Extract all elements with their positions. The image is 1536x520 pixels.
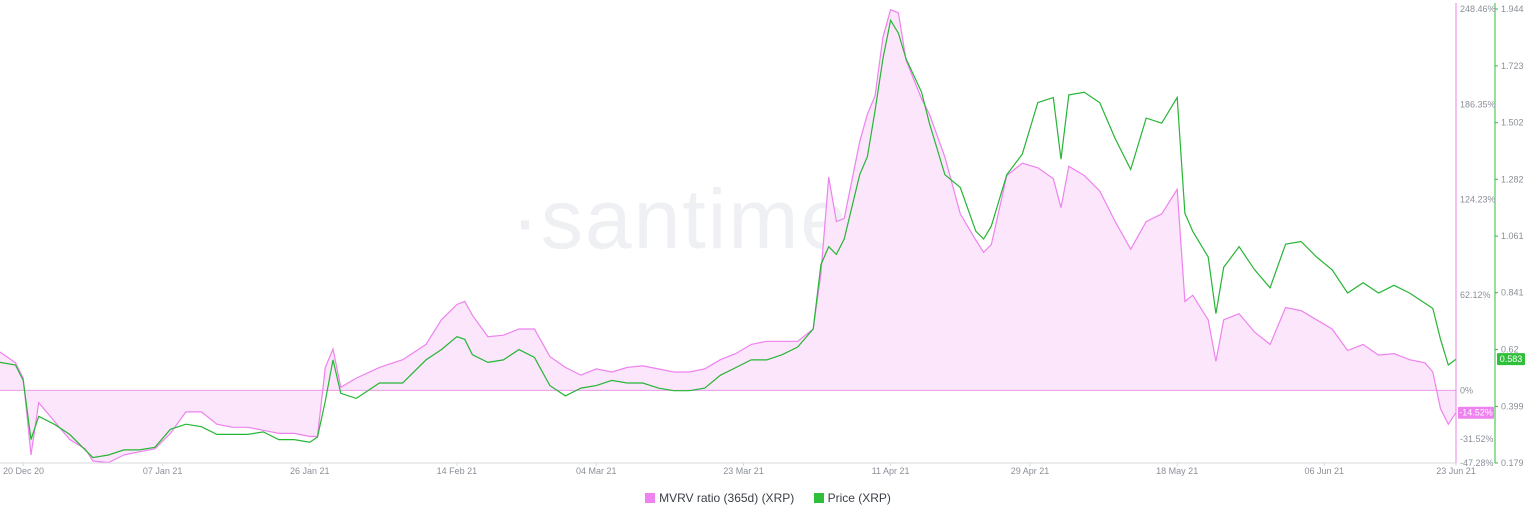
- left-axis-tick-label: 186.35%: [1460, 99, 1496, 109]
- x-axis-tick-label: 29 Apr 21: [1011, 466, 1050, 476]
- right-axis-tick-label: 1.944: [1501, 4, 1524, 14]
- legend-label-price: Price (XRP): [827, 491, 891, 505]
- right-axis-tick-label: 0.399: [1501, 401, 1524, 411]
- right-axis-tick-label: 1.502: [1501, 118, 1524, 128]
- right-axis-tick-label: 0.841: [1501, 288, 1524, 298]
- price-current-badge: [1497, 353, 1525, 366]
- axes-layer: [0, 3, 1496, 464]
- legend-item-mvrv[interactable]: MVRV ratio (365d) (XRP): [645, 491, 794, 505]
- mvrv-current-value: -14.52%: [1459, 408, 1493, 418]
- series-lines-layer: [0, 8, 1457, 464]
- mvrv-price-chart: ·santiment· 248.46%186.35%124.23%62.12%0…: [0, 3, 1525, 476]
- legend-swatch-price: [813, 493, 824, 503]
- legend-swatch-mvrv: [645, 493, 656, 503]
- price-series-line: [0, 18, 1457, 459]
- x-axis-ticks: 20 Dec 20 07 Jan 21 26 Jan 21 14 Feb 21 04 M…: [3, 463, 1476, 476]
- x-axis-tick-label: 04 Mar 21: [576, 466, 617, 476]
- right-axis-tick-label: 1.061: [1501, 231, 1524, 241]
- legend-label-mvrv: MVRV ratio (365d) (XRP): [659, 491, 795, 505]
- right-axis-tick-label: 1.723: [1501, 61, 1524, 71]
- left-axis-tick-label: -31.52%: [1460, 434, 1494, 444]
- x-axis-tick-label: 07 Jan 21: [143, 466, 183, 476]
- x-axis-tick-label: 23 Jun 21: [1436, 466, 1476, 476]
- left-axis-tick-label: 0%: [1460, 385, 1473, 395]
- mvrv-area-fill: [0, 9, 1456, 463]
- left-axis-tick-label: 248.46%: [1460, 4, 1496, 14]
- x-axis-tick-label: 20 Dec 20: [3, 466, 44, 476]
- mvrv-fill-layer: [0, 9, 1456, 463]
- chart-legend: MVRV ratio (365d) (XRP) Price (XRP): [0, 491, 1536, 505]
- legend-item-price[interactable]: Price (XRP): [813, 491, 891, 505]
- left-axis-ticks: 248.46% 186.35% 124.23% 62.12% 0% -31.52% -47.…: [1460, 4, 1496, 468]
- right-axis-ticks: 1.944 1.723 1.502 1.282 1.061 0.841 0.62 0.399 0…: [1495, 4, 1524, 468]
- left-axis-tick-label: 124.23%: [1460, 195, 1496, 205]
- mvrv-series-line: [0, 8, 1457, 464]
- x-axis-tick-label: 14 Feb 21: [437, 466, 478, 476]
- right-axis-tick-label: 0.179: [1501, 458, 1524, 468]
- x-axis-tick-label: 26 Jan 21: [290, 466, 330, 476]
- x-axis-tick-label: 23 Mar 21: [723, 466, 764, 476]
- price-current-value: 0.583: [1500, 354, 1523, 364]
- right-axis-tick-label: 1.282: [1501, 174, 1524, 184]
- x-axis-tick-label: 06 Jun 21: [1305, 466, 1345, 476]
- right-axis-tick-label: 0.62: [1501, 345, 1519, 355]
- current-value-badges: -14.52% 0.583: [1458, 353, 1525, 419]
- left-axis-tick-label: -47.28%: [1460, 458, 1494, 468]
- mvrv-current-badge: [1458, 406, 1494, 419]
- x-axis-tick-label: 18 May 21: [1156, 466, 1198, 476]
- left-axis-tick-label: 62.12%: [1460, 290, 1491, 300]
- x-axis-tick-label: 11 Apr 21: [872, 466, 910, 476]
